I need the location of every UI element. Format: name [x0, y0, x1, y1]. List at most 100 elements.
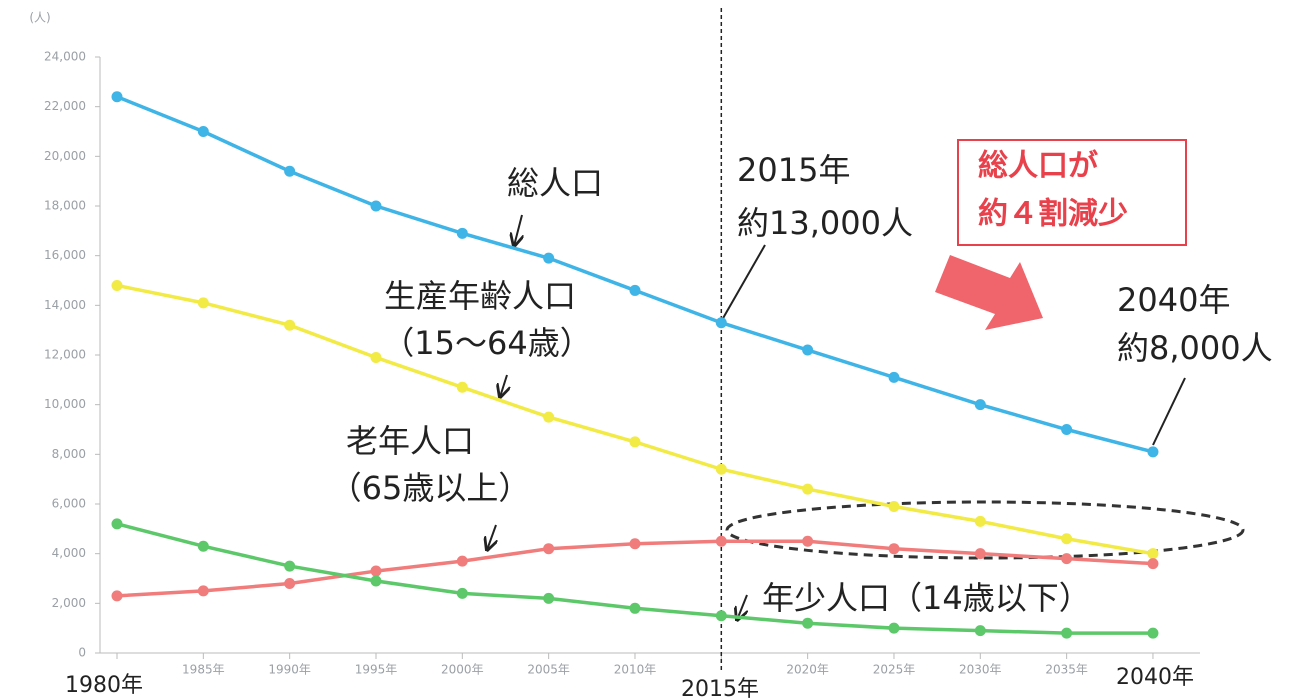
x-tick-label: 2035年 — [1045, 663, 1088, 677]
point — [197, 297, 209, 309]
point — [888, 500, 900, 512]
decrease-arrow — [935, 255, 1043, 330]
point — [543, 592, 555, 604]
point — [284, 577, 296, 589]
point — [111, 279, 123, 291]
y-tick-label: 4,000 — [52, 546, 86, 560]
annotation: （65歳以上） — [330, 469, 531, 507]
annotation: 約４割減少 — [978, 197, 1128, 232]
x-tick-label: 2015年 — [681, 677, 759, 700]
annotation: 約13,000人 — [737, 204, 913, 242]
point — [197, 540, 209, 552]
y-tick-label: 6,000 — [52, 497, 86, 511]
y-tick-label: 18,000 — [44, 199, 86, 213]
x-tick-label: 2030年 — [959, 663, 1002, 677]
point — [370, 351, 382, 363]
point — [370, 575, 382, 587]
annotation: 2040年 — [1117, 281, 1230, 319]
point — [974, 625, 986, 637]
series-label: 総人口 — [507, 164, 603, 202]
point — [629, 284, 641, 296]
point — [715, 317, 727, 329]
point — [284, 560, 296, 572]
pointer — [1152, 377, 1186, 446]
x-tick-label: 2000年 — [441, 663, 484, 677]
callout-box — [957, 139, 1187, 246]
point — [111, 590, 123, 602]
point — [802, 483, 814, 495]
point — [543, 252, 555, 264]
point — [1061, 627, 1073, 639]
x-tick-label: 2040年 — [1116, 665, 1194, 690]
point — [802, 344, 814, 356]
x-tick-label: 2020年 — [786, 663, 829, 677]
y-tick-label: 0 — [78, 646, 86, 660]
point — [629, 538, 641, 550]
y-tick-label: 10,000 — [44, 397, 86, 411]
point — [888, 622, 900, 634]
point — [1147, 627, 1159, 639]
pointer — [487, 524, 496, 550]
point — [543, 543, 555, 555]
y-tick-label: 12,000 — [44, 348, 86, 362]
annotation: 約8,000人 — [1117, 329, 1273, 367]
point — [197, 585, 209, 597]
y-tick-label: 24,000 — [44, 50, 86, 64]
y-tick-label: 16,000 — [44, 248, 86, 262]
pointer — [514, 214, 522, 246]
annotation: （15～64歳） — [382, 324, 591, 362]
point — [802, 617, 814, 629]
pointer — [721, 244, 766, 321]
x-tick-label: 2010年 — [614, 663, 657, 677]
point — [111, 91, 123, 103]
x-tick-label: 2025年 — [873, 663, 916, 677]
y-tick-label: 2,000 — [52, 596, 86, 610]
point — [1147, 548, 1159, 560]
point — [284, 319, 296, 331]
point — [111, 518, 123, 530]
y-tick-label: 14,000 — [44, 298, 86, 312]
point — [456, 381, 468, 393]
point — [1061, 553, 1073, 565]
point — [1061, 533, 1073, 545]
point — [629, 436, 641, 448]
point — [1147, 558, 1159, 570]
point — [715, 610, 727, 622]
series-label: 年少人口（14歳以下） — [762, 579, 1091, 617]
point — [370, 200, 382, 212]
x-tick-label: 1990年 — [268, 663, 311, 677]
point — [629, 602, 641, 614]
y-tick-label: 22,000 — [44, 99, 86, 113]
point — [888, 371, 900, 383]
x-tick-label: 2005年 — [527, 663, 570, 677]
series-label: 生産年齢人口 — [384, 277, 576, 315]
point — [888, 543, 900, 555]
y-unit: (人) — [29, 11, 50, 25]
x-tick-label: 1985年 — [182, 663, 225, 677]
point — [1147, 446, 1159, 458]
point — [543, 411, 555, 423]
y-tick-label: 8,000 — [52, 447, 86, 461]
point — [715, 535, 727, 547]
point — [284, 165, 296, 177]
point — [715, 463, 727, 475]
series-label: 老年人口 — [346, 422, 474, 460]
pointer — [500, 374, 507, 397]
point — [456, 587, 468, 599]
point — [974, 548, 986, 560]
annotation: 総人口が — [978, 149, 1098, 184]
x-tick-label: 1995年 — [355, 663, 398, 677]
pointers — [487, 214, 1186, 620]
point — [197, 126, 209, 137]
x-tick-label: 1980年 — [65, 673, 143, 698]
point — [974, 515, 986, 527]
point — [370, 565, 382, 577]
point — [456, 555, 468, 567]
point — [1061, 424, 1073, 435]
highlight-ellipse — [725, 500, 1245, 560]
point — [802, 535, 814, 547]
point — [456, 227, 468, 239]
point — [974, 399, 986, 411]
annotation: 2015年 — [737, 151, 850, 189]
